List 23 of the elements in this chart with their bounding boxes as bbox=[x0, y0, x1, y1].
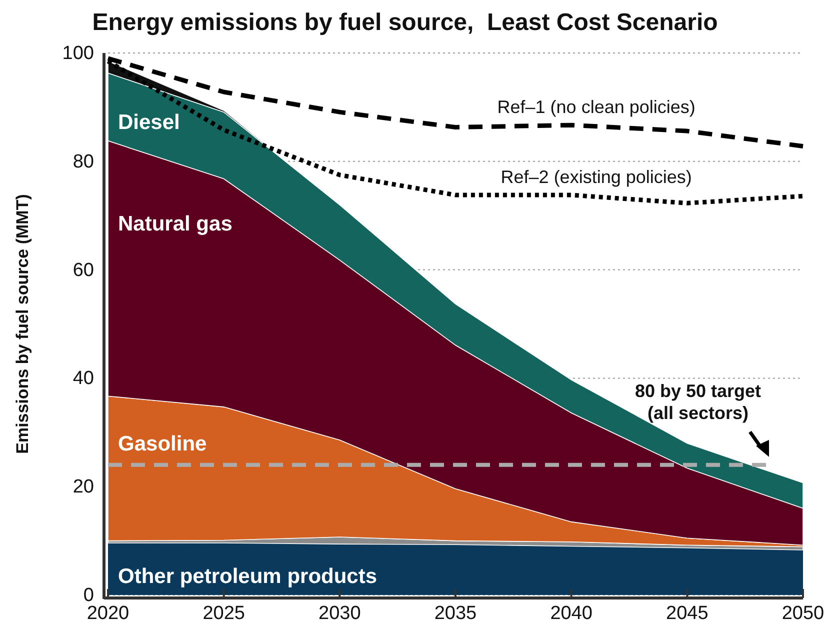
y-tick-label: 20 bbox=[72, 476, 94, 498]
y-tick-label: 100 bbox=[62, 43, 94, 64]
ref-line-label: 80 by 50 target (all sectors) bbox=[634, 380, 762, 423]
y-axis-title: Emissions by fuel source (MMT) bbox=[13, 194, 32, 454]
chart-title: Energy emissions by fuel source, Least Cost Scenario bbox=[92, 9, 718, 36]
series-label: Ref–2 (existing policies) bbox=[500, 167, 692, 188]
y-tick-label: 40 bbox=[72, 368, 94, 390]
series-label: Ref–1 (no clean policies) bbox=[497, 97, 696, 118]
x-tick-label: 2020 bbox=[86, 603, 130, 624]
x-tick-label: 2050 bbox=[782, 603, 824, 624]
line-series bbox=[106, 58, 806, 206]
y-tick-label: 80 bbox=[72, 151, 94, 172]
x-tick-label: 2045 bbox=[666, 603, 708, 624]
series-label: Gasoline bbox=[118, 432, 207, 456]
series-label: Other petroleum products bbox=[118, 565, 378, 588]
x-tick-label: 2040 bbox=[550, 603, 592, 624]
y-tick-label: 60 bbox=[72, 260, 94, 281]
x-tick-label: 2030 bbox=[318, 603, 361, 624]
series-label: Diesel bbox=[118, 110, 180, 134]
x-tick-label: 2035 bbox=[434, 603, 477, 624]
series-label: Natural gas bbox=[118, 212, 232, 236]
y-tick-label: 0 bbox=[83, 585, 94, 606]
x-tick-label: 2025 bbox=[202, 603, 245, 624]
